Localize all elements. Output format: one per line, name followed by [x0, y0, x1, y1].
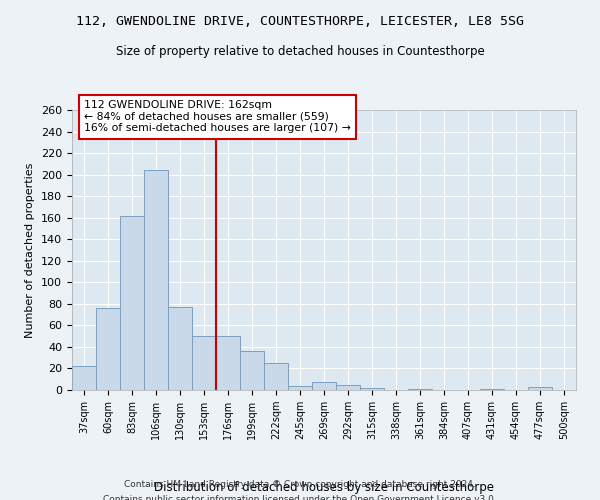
Bar: [72, 366, 96, 390]
Bar: [360, 388, 384, 390]
Bar: [120, 216, 144, 390]
Text: Contains public sector information licensed under the Open Government Licence v3: Contains public sector information licen…: [103, 495, 497, 500]
Bar: [144, 170, 168, 390]
Bar: [408, 389, 432, 390]
Bar: [288, 386, 312, 390]
Bar: [216, 336, 240, 390]
Text: 112, GWENDOLINE DRIVE, COUNTESTHORPE, LEICESTER, LE8 5SG: 112, GWENDOLINE DRIVE, COUNTESTHORPE, LE…: [76, 15, 524, 28]
Bar: [312, 382, 336, 390]
Bar: [168, 307, 192, 390]
Text: Contains HM Land Registry data © Crown copyright and database right 2024.: Contains HM Land Registry data © Crown c…: [124, 480, 476, 489]
Text: 112 GWENDOLINE DRIVE: 162sqm
← 84% of detached houses are smaller (559)
16% of s: 112 GWENDOLINE DRIVE: 162sqm ← 84% of de…: [84, 100, 351, 133]
Y-axis label: Number of detached properties: Number of detached properties: [25, 162, 35, 338]
Bar: [264, 363, 288, 390]
Bar: [192, 336, 216, 390]
Bar: [96, 308, 120, 390]
Bar: [240, 351, 264, 390]
Bar: [480, 389, 504, 390]
X-axis label: Distribution of detached houses by size in Countesthorpe: Distribution of detached houses by size …: [154, 481, 494, 494]
Text: Size of property relative to detached houses in Countesthorpe: Size of property relative to detached ho…: [116, 45, 484, 58]
Bar: [528, 387, 552, 390]
Bar: [336, 384, 360, 390]
